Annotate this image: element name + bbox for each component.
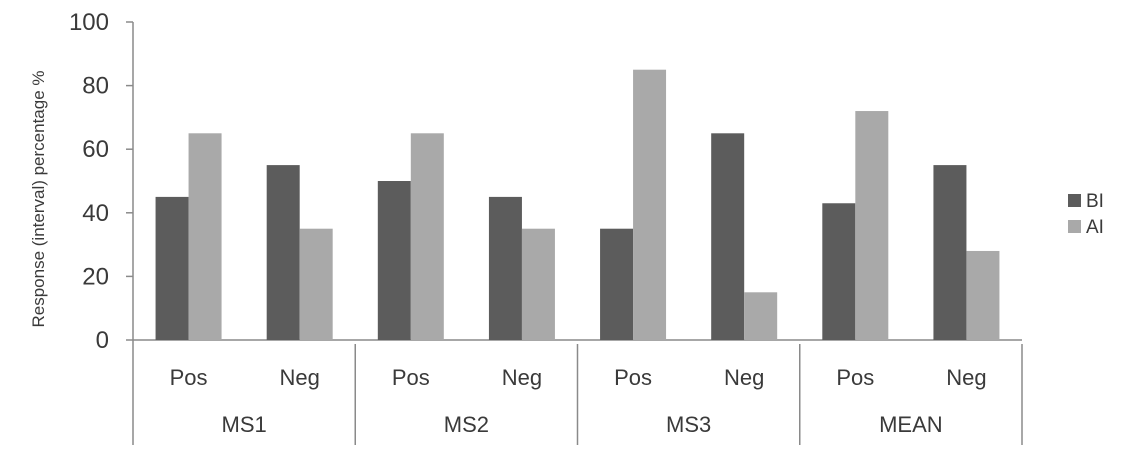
bar-ai-7 <box>855 111 889 340</box>
y-tick-label: 100 <box>69 9 109 36</box>
bar-bi-6 <box>711 133 745 340</box>
x-category-label: Pos <box>836 365 874 390</box>
x-category-label: Pos <box>392 365 430 390</box>
y-tick-label: 40 <box>82 200 109 227</box>
bar-bi-7 <box>822 203 856 340</box>
bar-bi-8 <box>933 165 967 340</box>
x-category-label: Pos <box>614 365 652 390</box>
x-category-label: Pos <box>170 365 208 390</box>
x-category-label: Neg <box>502 365 542 390</box>
bars <box>155 69 1000 340</box>
y-axis-title: Response (interval) percentage % <box>29 70 48 327</box>
legend-swatch-ai <box>1068 220 1081 233</box>
bar-bi-5 <box>600 228 634 340</box>
x-category-label: Neg <box>724 365 764 390</box>
bar-ai-4 <box>521 228 555 340</box>
x-group-label: MS1 <box>222 412 267 437</box>
bar-ai-8 <box>966 250 1000 340</box>
bar-ai-1 <box>188 133 222 340</box>
axis-labels: 0 20 40 60 80 100 Response (interval) percenta… <box>29 9 987 437</box>
x-group-label: MS3 <box>666 412 711 437</box>
bar-ai-5 <box>633 69 667 340</box>
legend: BI AI <box>1068 191 1104 238</box>
x-group-label: MS2 <box>444 412 489 437</box>
y-tick-label: 20 <box>82 263 109 290</box>
x-category-label: Neg <box>280 365 320 390</box>
y-tick-label: 80 <box>82 73 109 100</box>
legend-label-bi: BI <box>1086 191 1104 212</box>
y-tick-label: 60 <box>82 136 109 163</box>
bar-bi-3 <box>377 181 411 340</box>
bar-bi-4 <box>488 196 522 340</box>
x-group-label: MEAN <box>879 412 943 437</box>
bar-bi-2 <box>266 165 300 340</box>
bar-bi-1 <box>155 196 189 340</box>
legend-label-ai: AI <box>1086 217 1104 238</box>
bar-ai-6 <box>744 292 778 340</box>
x-category-label: Neg <box>946 365 986 390</box>
y-tick-label: 0 <box>96 327 109 354</box>
legend-swatch-bi <box>1068 194 1081 207</box>
bar-ai-3 <box>410 133 444 340</box>
bar-ai-2 <box>299 228 333 340</box>
